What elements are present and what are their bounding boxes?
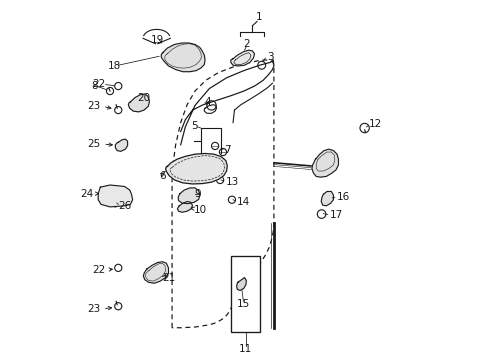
Text: 13: 13	[225, 177, 239, 187]
Text: 20: 20	[137, 93, 150, 103]
Polygon shape	[178, 188, 200, 204]
Text: 14: 14	[236, 197, 249, 207]
Text: 1: 1	[255, 12, 262, 22]
Text: 3: 3	[266, 52, 273, 62]
Polygon shape	[98, 185, 132, 207]
Text: 11: 11	[239, 343, 252, 354]
Text: 21: 21	[163, 273, 176, 283]
Text: 19: 19	[150, 35, 163, 45]
Bar	[230, 256, 260, 332]
Text: 22: 22	[92, 265, 105, 275]
Text: 4: 4	[204, 97, 210, 107]
Text: 7: 7	[223, 144, 230, 154]
Polygon shape	[321, 192, 333, 206]
Text: 9: 9	[194, 189, 201, 199]
Text: 12: 12	[368, 120, 382, 129]
Text: 23: 23	[87, 304, 100, 314]
Text: 22: 22	[92, 79, 105, 89]
Polygon shape	[177, 202, 192, 212]
Text: 17: 17	[329, 210, 343, 220]
Polygon shape	[143, 262, 168, 283]
Polygon shape	[236, 278, 246, 291]
Text: 10: 10	[194, 206, 207, 216]
Polygon shape	[115, 139, 127, 151]
Text: 18: 18	[107, 61, 121, 71]
Polygon shape	[165, 153, 227, 184]
Polygon shape	[311, 149, 338, 177]
Text: 15: 15	[236, 299, 249, 309]
Text: 26: 26	[118, 201, 131, 211]
Text: 24: 24	[80, 189, 93, 199]
Text: 23: 23	[87, 102, 100, 112]
Text: 8: 8	[91, 81, 97, 91]
Text: 25: 25	[87, 139, 100, 149]
Text: 16: 16	[336, 192, 349, 202]
Polygon shape	[128, 94, 149, 112]
Text: 5: 5	[191, 121, 198, 131]
Text: 6: 6	[159, 171, 165, 181]
Text: 2: 2	[243, 40, 249, 49]
Polygon shape	[161, 43, 204, 72]
Polygon shape	[230, 50, 254, 66]
